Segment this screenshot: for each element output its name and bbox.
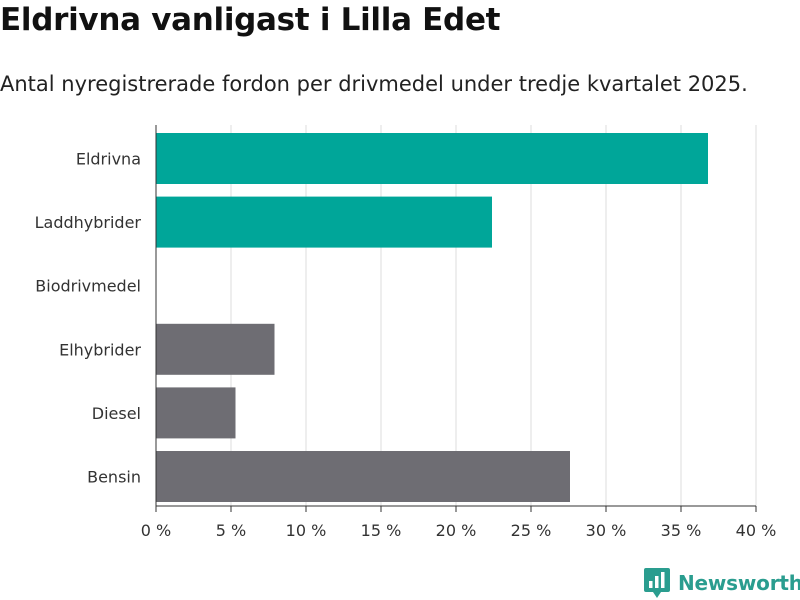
- category-label-diesel: Diesel: [92, 404, 141, 423]
- category-label-eldrivna: Eldrivna: [76, 150, 141, 169]
- brand-logo: Newsworthy: [644, 568, 800, 598]
- category-labels: Eldrivna Laddhybrider Biodrivmedel Elhybrid…: [35, 150, 142, 487]
- x-tick-label-25: 25 %: [511, 521, 552, 540]
- bars: [156, 133, 708, 502]
- category-label-laddhybrider: Laddhybrider: [35, 213, 142, 232]
- x-tick-label-40: 40 %: [736, 521, 777, 540]
- chart-title: Eldrivna vanligast i Lilla Edet: [0, 2, 501, 38]
- x-tick-label-20: 20 %: [436, 521, 477, 540]
- newsworthy-logo-icon: [644, 568, 670, 598]
- bar-diesel: [156, 387, 236, 439]
- brand-name: Newsworthy: [678, 571, 800, 595]
- grid-lines: [230, 125, 757, 506]
- x-tick-label-0: 0 %: [141, 521, 171, 540]
- chart-subtitle: Antal nyregistrerade fordon per drivmede…: [0, 72, 748, 96]
- x-tick-label-30: 30 %: [586, 521, 627, 540]
- bar-laddhybrider: [156, 196, 492, 248]
- x-tick-label-10: 10 %: [286, 521, 327, 540]
- bar-elhybrider: [156, 323, 275, 375]
- category-label-biodrivmedel: Biodrivmedel: [35, 277, 141, 296]
- category-label-bensin: Bensin: [87, 468, 141, 487]
- category-label-elhybrider: Elhybrider: [59, 340, 141, 359]
- x-axis: 0 % 5 % 10 % 15 % 20 % 25 % 30 % 35 % 40 %: [141, 125, 777, 540]
- x-tick-label-35: 35 %: [661, 521, 702, 540]
- x-tick-label-5: 5 %: [216, 521, 246, 540]
- bar-bensin: [156, 451, 570, 502]
- bar-eldrivna: [156, 133, 708, 184]
- x-tick-label-15: 15 %: [361, 521, 402, 540]
